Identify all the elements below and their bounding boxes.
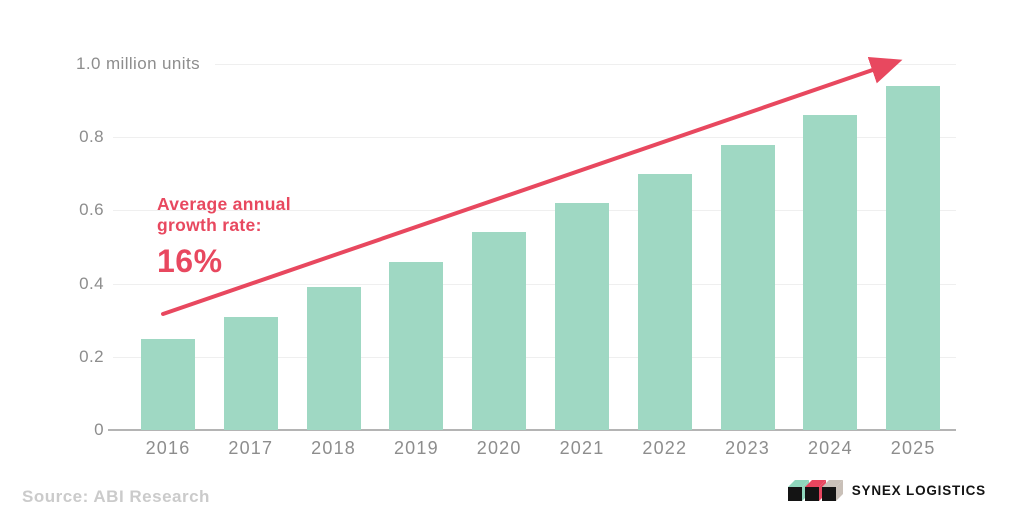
- growth-annotation-line1: Average annual: [157, 194, 291, 214]
- x-tick-label: 2020: [476, 438, 522, 458]
- x-tick-label: 2019: [393, 438, 439, 458]
- bar-2025: [886, 85, 941, 430]
- x-tick-label: 2025: [890, 438, 936, 458]
- cube-icon: [821, 480, 843, 501]
- y-tick-label: 0.8: [79, 127, 104, 147]
- growth-rate-value: 16%: [157, 243, 223, 279]
- x-tick-label: 2022: [642, 438, 688, 458]
- grid-line: [215, 64, 956, 65]
- y-tick-label: 0.2: [79, 346, 104, 366]
- source-credit: Source: ABI Research: [22, 487, 210, 506]
- y-tick-label: 1.0 million units: [76, 54, 200, 73]
- growth-annotation: Average annual growth rate: 16%: [157, 194, 291, 280]
- x-tick-label: 2018: [311, 438, 357, 458]
- bar-2016: [141, 338, 195, 430]
- bar-2019: [389, 261, 444, 430]
- bar-2020: [472, 232, 527, 430]
- bar-2024: [803, 115, 858, 430]
- bar-2018: [306, 287, 361, 430]
- bar-2022: [637, 173, 692, 430]
- x-axis-line: [108, 429, 956, 431]
- x-tick-label: 2017: [228, 438, 274, 458]
- y-tick-label: 0.6: [79, 200, 104, 220]
- bar-2023: [720, 144, 775, 430]
- x-tick-label: 2024: [807, 438, 853, 458]
- brand-logo: SYNEX LOGISTICS: [787, 480, 986, 501]
- growth-annotation-line2: growth rate:: [157, 215, 262, 235]
- bar-2017: [223, 316, 278, 430]
- logo-cubes-icon: [787, 480, 843, 501]
- grid-line: [113, 356, 956, 358]
- x-tick-label: 2023: [725, 438, 771, 458]
- brand-name: SYNEX LOGISTICS: [851, 483, 986, 498]
- x-tick-label: 2016: [145, 438, 191, 458]
- x-tick-label: 2021: [559, 438, 605, 458]
- y-tick-label: 0.4: [79, 273, 104, 293]
- y-tick-label: 0: [94, 420, 104, 439]
- bar-2021: [555, 203, 609, 430]
